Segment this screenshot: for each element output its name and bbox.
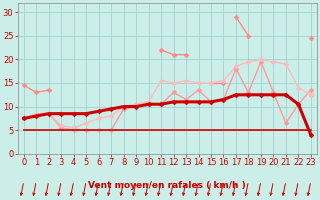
X-axis label: Vent moyen/en rafales ( km/h ): Vent moyen/en rafales ( km/h ) [88,181,246,190]
